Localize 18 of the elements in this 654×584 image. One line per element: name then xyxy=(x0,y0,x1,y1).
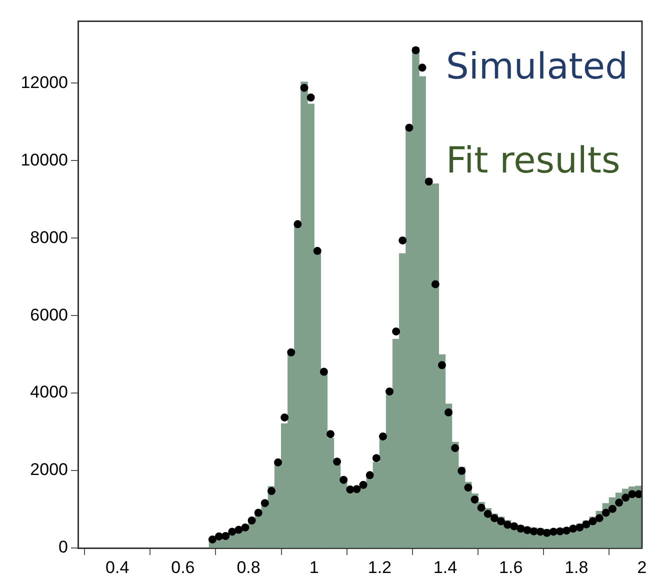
y-tick-label: 4000 xyxy=(30,382,68,402)
x-tick-label: 1.6 xyxy=(499,558,523,577)
x-tick-label: 0.6 xyxy=(171,558,195,577)
x-tick-label: 0.4 xyxy=(106,558,130,577)
y-tick-label: 6000 xyxy=(30,305,68,324)
x-tick-label: 1.4 xyxy=(433,558,458,577)
y-tick-label: 2000 xyxy=(30,460,68,480)
x-tick-label: 0.8 xyxy=(236,558,260,577)
y-tick-label: 0 xyxy=(58,538,68,557)
x-tick-label: 1.2 xyxy=(368,558,392,577)
x-tick-label: 1.8 xyxy=(564,558,588,577)
y-tick-label: 12000 xyxy=(20,72,68,92)
x-tick-label: 1 xyxy=(309,558,319,577)
y-tick-label: 10000 xyxy=(20,150,68,170)
annotation: Fit results xyxy=(446,140,620,182)
annotation: Simulated xyxy=(446,46,628,88)
y-tick-label: 8000 xyxy=(30,228,68,247)
x-tick-label: 2 xyxy=(637,558,647,577)
